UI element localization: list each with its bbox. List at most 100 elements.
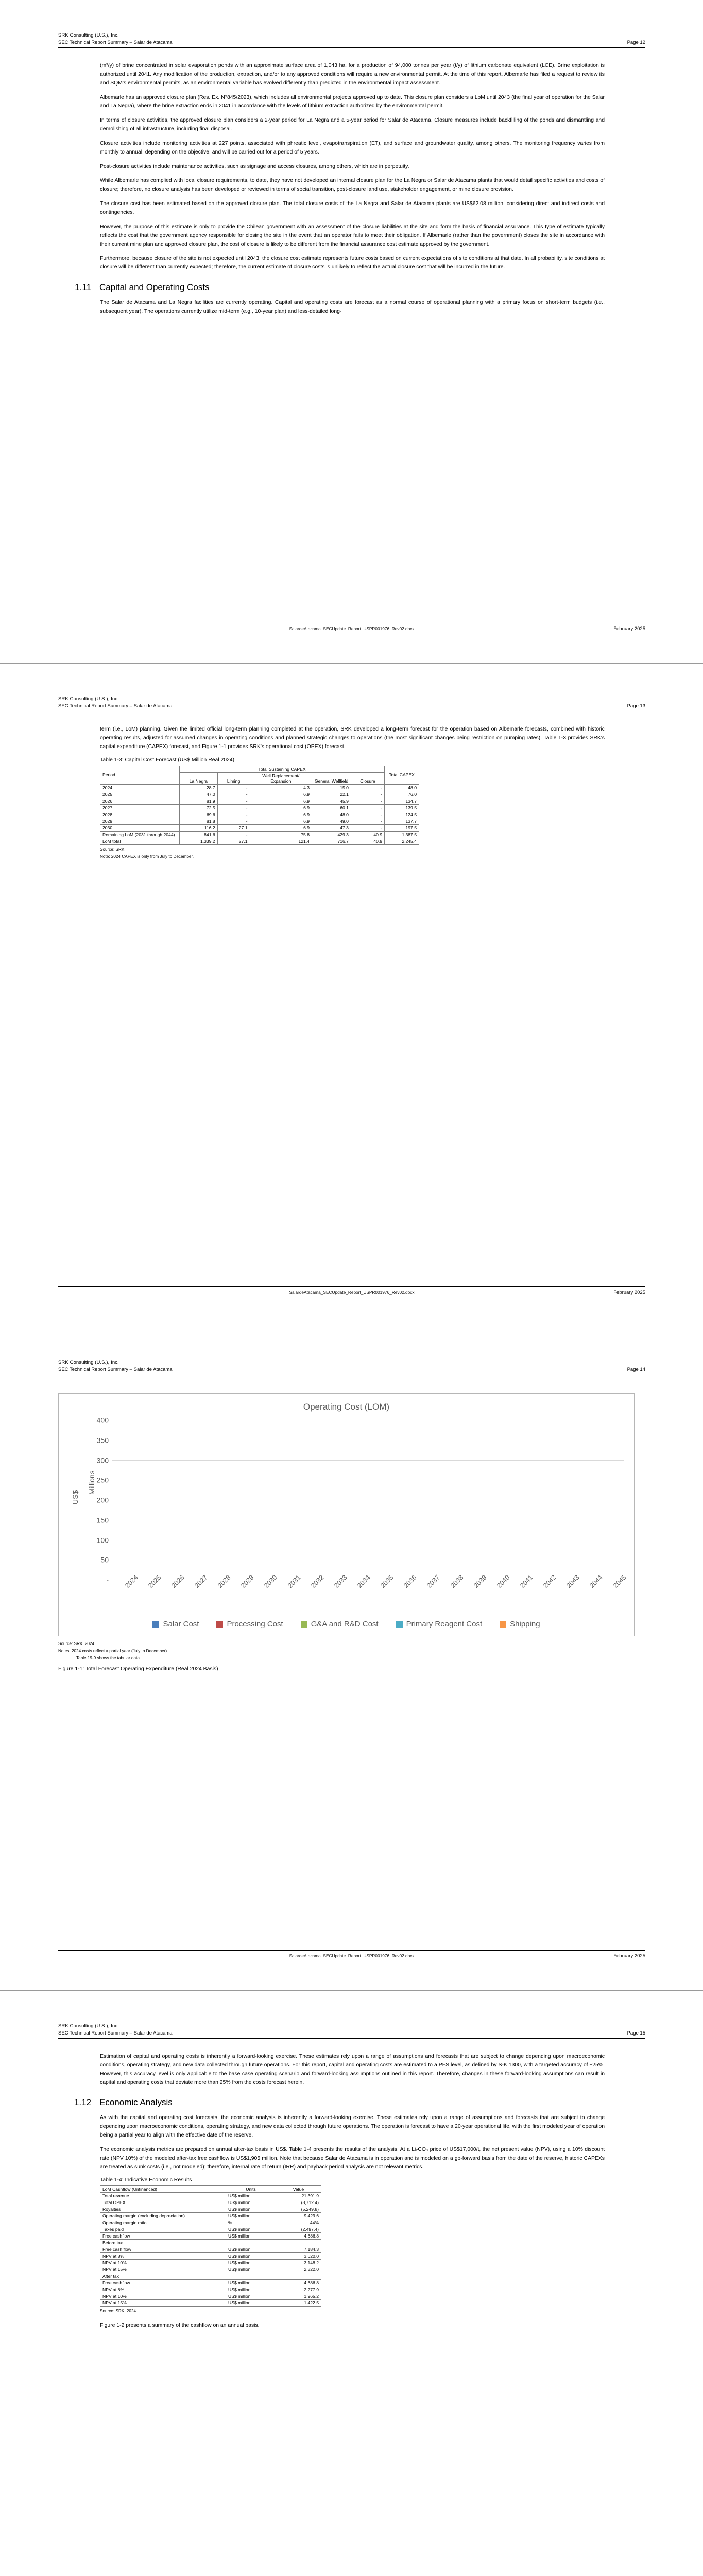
econ-row-units [226, 2239, 276, 2247]
col-total-capex: Total CAPEX [384, 765, 419, 785]
row-period: 2028 [100, 810, 180, 818]
table-row: NPV at 10% US$ million 3,148.2 [99, 2259, 322, 2267]
cell-total: 48.0 [384, 784, 419, 791]
cell-closure: - [350, 784, 385, 791]
figure-notes: Notes: 2024 costs reflect a partial year… [58, 1648, 605, 1654]
chart-bar-column [321, 1420, 345, 1580]
header-report-title: SEC Technical Report Summary – Salar de … [58, 1366, 173, 1372]
chart-x-axis-labels: 2024 2025 2026 2027 2028 2029 2030 2031 2032 2033… [112, 1573, 627, 1607]
chart-bar-column [438, 1420, 461, 1580]
econ-row-units: US$ million [226, 2293, 276, 2300]
table-caption-1-3: Table 1-3: Capital Cost Forecast (US$ Mi… [100, 757, 235, 763]
cell-la-negra: 69.6 [179, 810, 218, 818]
col-general-wellfield: General Wellfield [312, 772, 351, 785]
legend-swatch-icon [216, 1621, 224, 1628]
page-footer: SalardeAtacama_SECUpdate_Report_USPR0019… [58, 623, 645, 633]
header-report-title: SEC Technical Report Summary – Salar de … [58, 703, 173, 709]
chart-bar-column [368, 1420, 391, 1580]
cell-liming: - [217, 790, 250, 798]
legend-swatch-icon [152, 1621, 160, 1628]
chart-x-tick: 2042 [541, 1573, 558, 1590]
econ-row-value: 2,277.9 [275, 2286, 322, 2294]
row-period: 2030 [100, 824, 180, 832]
econ-row-value: 1,965.2 [275, 2293, 322, 2300]
page-12-body: (m³/y) of brine concentrated in solar ev… [75, 62, 605, 322]
chart-x-tick: 2025 [146, 1573, 163, 1590]
chart-bar-column [205, 1420, 229, 1580]
table-row: NPV at 15% US$ million 1,422.5 [99, 2299, 322, 2307]
page-15-body: Estimation of capital and operating cost… [74, 2053, 605, 2335]
page-13-body: term (i.e., LoM) planning. Given the lim… [100, 725, 605, 859]
econ-row-label: Operating margin (excluding depreciation… [99, 2212, 227, 2220]
econ-row-units: % [226, 2219, 276, 2227]
paragraph: While Albemarle has complied with local … [100, 178, 605, 193]
header-page-number: Page 15 [627, 2030, 645, 2036]
cell-total: 1,387.5 [384, 831, 419, 839]
cell-closure: - [350, 790, 385, 798]
legend-swatch-icon [300, 1621, 307, 1628]
row-period: 2029 [100, 817, 180, 825]
chart-legend-item: Primary Reagent Cost [396, 1620, 482, 1629]
econ-row-units: US$ million [226, 2226, 276, 2233]
col-liming: Liming [217, 772, 250, 785]
chart-x-tick: 2027 [193, 1573, 209, 1590]
econ-row-value: 3,148.2 [275, 2259, 322, 2267]
capex-table: Period Total Sustaining CAPEX Total CAPE… [100, 765, 419, 845]
paragraph: (m³/y) of brine concentrated in solar ev… [100, 63, 605, 86]
econ-row-label: Before tax [99, 2239, 227, 2247]
header-report-title: SEC Technical Report Summary – Salar de … [58, 2030, 173, 2036]
chart-y-tick: 150 [96, 1516, 109, 1524]
econ-col-header: Value [275, 2185, 322, 2193]
paragraph: In terms of closure activities, the appr… [100, 117, 605, 132]
footer-date: February 2025 [613, 1290, 645, 1295]
cell-well: 6.9 [249, 824, 313, 832]
cell-liming: - [217, 810, 250, 818]
econ-row-label: Free cashflow [99, 2232, 227, 2240]
cell-closure: - [350, 804, 385, 811]
cell-la-negra: 72.5 [179, 804, 218, 811]
paragraph: As with the capital and operating cost f… [100, 2115, 605, 2139]
chart-bar-column [484, 1420, 507, 1580]
figure-caption-1-1: Figure 1-1: Total Forecast Operating Exp… [58, 1666, 218, 1672]
table-source: Source: SRK, 2024 [100, 2309, 136, 2314]
table-row: Free cashflow US$ million 4,686.8 [99, 2232, 322, 2240]
econ-row-value [275, 2273, 322, 2280]
table-row: 2026 81.9 - 6.9 45.9 - 134.7 [100, 797, 419, 805]
note-1: 2024 costs reflect a partial year (July … [71, 1649, 168, 1654]
cell-liming: - [217, 797, 250, 805]
paragraph: Post-closure activities include maintena… [100, 163, 409, 170]
cell-closure: - [350, 824, 385, 832]
econ-row-value: (2,497.4) [275, 2226, 322, 2233]
table-row: NPV at 8% US$ million 3,620.0 [99, 2252, 322, 2260]
table-row: Taxes paid US$ million (2,497.4) [99, 2226, 322, 2233]
page-header: SRK Consulting (U.S.), Inc. SEC Technica… [58, 696, 645, 711]
table-row: 2028 69.6 - 6.9 48.0 - 124.5 [100, 810, 419, 818]
econ-row-label: NPV at 8% [99, 2252, 227, 2260]
row-period: 2027 [100, 804, 180, 811]
chart-gridline: 300 [97, 1456, 624, 1464]
table-row: NPV at 15% US$ million 2,322.0 [99, 2266, 322, 2274]
econ-row-value: 21,391.9 [275, 2192, 322, 2200]
header-page-number: Page 12 [627, 39, 645, 45]
econ-row-label: NPV at 8% [99, 2286, 227, 2294]
econ-row-units: US$ million [226, 2212, 276, 2220]
chart-bar-column [601, 1420, 624, 1580]
chart-title: Operating Cost (LOM) [303, 1402, 390, 1412]
cell-la-negra: 47.0 [179, 790, 218, 798]
econ-row-units: US$ million [226, 2232, 276, 2240]
row-period: 2026 [100, 797, 180, 805]
economic-results-table: LoM Cashflow (Unfinanced) Units Value Total… [99, 2185, 322, 2307]
econ-row-units: US$ million [226, 2279, 276, 2287]
cell-total: 139.5 [384, 804, 419, 811]
paragraph: Figure 1-2 presents a summary of the cas… [100, 2322, 260, 2328]
legend-swatch-icon [500, 1621, 507, 1628]
paragraph: Estimation of capital and operating cost… [100, 2054, 605, 2086]
col-la-negra: La Negra [179, 772, 218, 785]
econ-row-label: Total revenue [99, 2192, 227, 2200]
table-row: 2027 72.5 - 6.9 60.1 - 139.5 [100, 804, 419, 811]
header-rule [58, 2038, 645, 2039]
table-group-row: After tax [99, 2273, 322, 2280]
chart-x-tick: 2041 [518, 1573, 535, 1590]
table-row: Remaining LoM (2031 through 2044) 841.6 … [100, 831, 419, 839]
